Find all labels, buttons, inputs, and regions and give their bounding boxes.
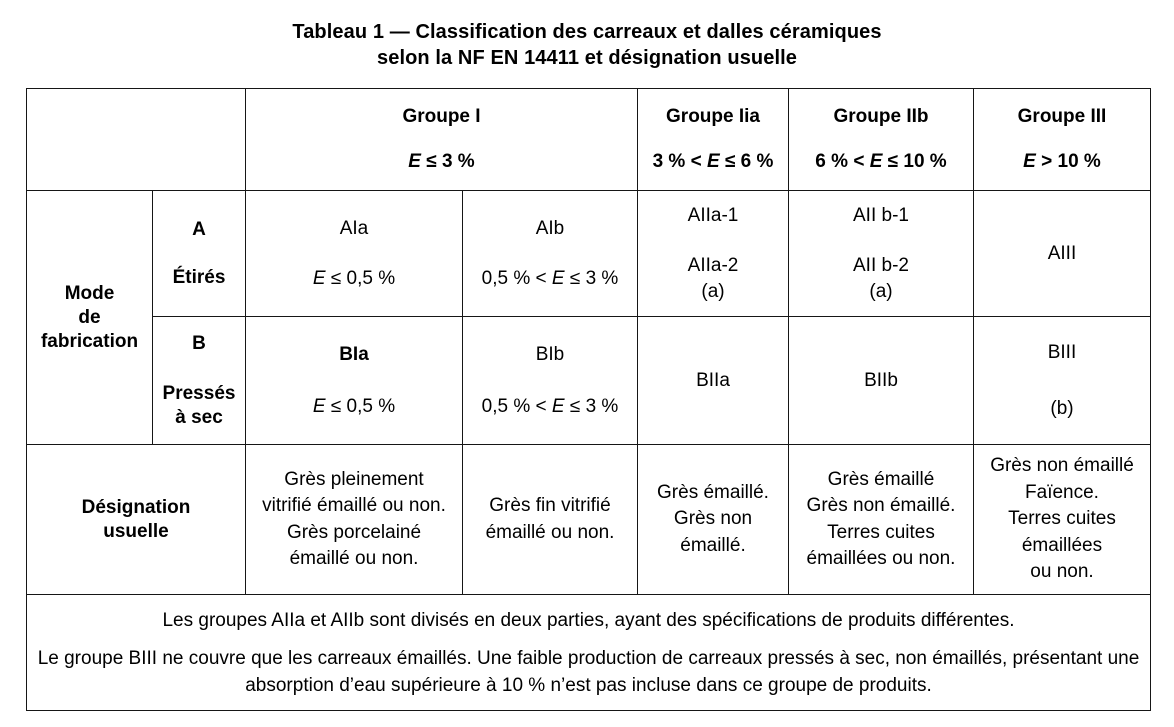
cell-bia: BIa E ≤ 0,5 % <box>245 316 463 445</box>
table-title-line2: selon la NF EN 14411 et désignation usue… <box>377 47 797 69</box>
aia-condition: E ≤ 0,5 % <box>312 267 396 289</box>
groupe-iia-label: Groupe Iia <box>666 106 760 127</box>
designation-groupe-iib: Grès émaillé Grès non émaillé. Terres cu… <box>788 444 974 595</box>
cell-aib: AIb 0,5 % < E ≤ 3 % <box>462 190 638 317</box>
row-a-type-cell: A Étirés <box>152 190 246 317</box>
bib-condition: 0,5 % < E ≤ 3 % <box>481 395 619 417</box>
table-notes-cell: Les groupes AIIa et AIIb sont divisés en… <box>26 594 1151 711</box>
header-groupe-iib: Groupe IIb 6 % < E ≤ 10 % <box>788 88 974 191</box>
cell-bib: BIb 0,5 % < E ≤ 3 % <box>462 316 638 445</box>
table-title-line1: Tableau 1 — Classification des carreaux … <box>292 21 882 43</box>
header-groupe-iii: Groupe III E > 10 % <box>973 88 1151 191</box>
groupe-iib-label: Groupe IIb <box>833 106 929 127</box>
row-b-type-sub1: Pressés <box>162 382 236 404</box>
cell-aia: AIa E ≤ 0,5 % <box>245 190 463 317</box>
header-empty-cell <box>26 88 246 191</box>
groupe-i-label: Groupe I <box>402 106 481 127</box>
designation-groupe-ib: Grès fin vitrifié émaillé ou non. <box>462 444 638 595</box>
notes-row: Les groupes AIIa et AIIb sont divisés en… <box>26 594 1151 711</box>
cell-biia: BIIa <box>637 316 789 445</box>
groupe-iii-condition: E > 10 % <box>1023 151 1101 172</box>
row-b-type-cell: B Pressés à sec <box>152 316 246 445</box>
header-groupe-iia: Groupe Iia 3 % < E ≤ 6 % <box>637 88 789 191</box>
aib-code: AIb <box>535 217 565 239</box>
mode-fabrication-cell: Mode de fabrication <box>26 190 153 445</box>
note-1: Les groupes AIIa et AIIb sont divisés en… <box>162 609 1015 631</box>
aib-condition: 0,5 % < E ≤ 3 % <box>481 267 619 289</box>
designation-row: Désignation usuelle Grès pleinement vitr… <box>26 444 1151 595</box>
cell-biib: BIIb <box>788 316 974 445</box>
aia-code: AIa <box>339 217 369 239</box>
row-a-etires: Mode de fabrication A Étirés AIa E ≤ 0,5… <box>26 190 1151 445</box>
cell-aiia: AIIa-1 AIIa-2 (a) <box>637 190 789 317</box>
groupe-iii-label: Groupe III <box>1017 106 1107 127</box>
row-b-type-sub2: à sec <box>175 406 223 428</box>
cell-aiib: AII b-1 AII b-2 (a) <box>788 190 974 317</box>
designation-groupe-iia: Grès émaillé. Grès non émaillé. <box>637 444 789 595</box>
cell-biii: BIII (b) <box>973 316 1151 445</box>
groupe-iia-condition: 3 % < E ≤ 6 % <box>652 151 774 172</box>
row-b-presses: B Pressés à sec BIa E ≤ 0,5 % BIb 0,5 % … <box>27 316 1151 445</box>
designation-groupe-iii: Grès non émaillé Faïence. Terres cuites … <box>973 444 1151 595</box>
designation-label-cell: Désignation usuelle <box>26 444 246 595</box>
table-title: Tableau 1 — Classification des carreaux … <box>0 0 1174 71</box>
row-b-type: B <box>192 332 206 354</box>
groupe-i-condition: E ≤ 3 % <box>408 151 475 172</box>
bib-code: BIb <box>535 343 565 365</box>
row-a-type-sub: Étirés <box>172 266 226 288</box>
header-groupe-i: Groupe I E ≤ 3 % <box>245 88 638 191</box>
designation-groupe-ia: Grès pleinement vitrifié émaillé ou non.… <box>245 444 463 595</box>
header-row: Groupe I E ≤ 3 % Groupe Iia 3 % < E ≤ 6 … <box>26 88 1151 191</box>
cell-aiii: AIII <box>973 190 1151 317</box>
row-a-type: A <box>192 218 206 240</box>
note-2: Le groupe BIII ne couvre que les carreau… <box>37 647 1140 696</box>
bia-condition: E ≤ 0,5 % <box>312 395 396 417</box>
bia-code: BIa <box>339 343 369 365</box>
groupe-iib-condition: 6 % < E ≤ 10 % <box>815 151 947 172</box>
classification-table: Groupe I E ≤ 3 % Groupe Iia 3 % < E ≤ 6 … <box>26 88 1151 711</box>
